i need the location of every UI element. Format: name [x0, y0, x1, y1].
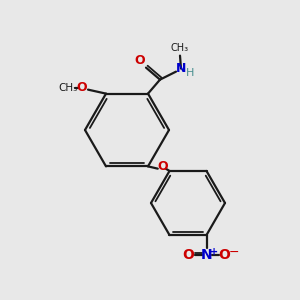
- Text: CH₃: CH₃: [58, 82, 78, 93]
- Text: O: O: [77, 81, 87, 94]
- Text: O: O: [135, 54, 145, 67]
- Text: N: N: [201, 248, 212, 262]
- Text: +: +: [210, 247, 219, 257]
- Text: −: −: [228, 245, 239, 259]
- Text: CH₃: CH₃: [171, 43, 189, 52]
- Text: N: N: [176, 62, 186, 75]
- Text: O: O: [183, 248, 194, 262]
- Text: H: H: [186, 68, 194, 78]
- Text: O: O: [219, 248, 230, 262]
- Text: O: O: [158, 160, 168, 173]
